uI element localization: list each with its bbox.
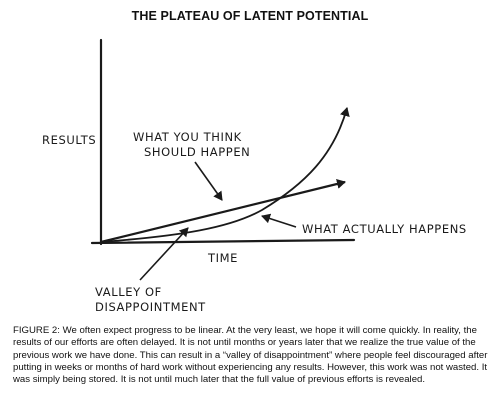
y-axis-label: RESULTS (42, 133, 96, 147)
plateau-diagram: RESULTS TIME WHAT YOU THINK SHOULD HAPPE… (42, 38, 467, 314)
expected-label-line1: WHAT YOU THINK (133, 130, 242, 144)
expected-pointer-arrow (194, 161, 223, 201)
x-axis-label: TIME (207, 251, 238, 265)
expected-progress-line (100, 179, 346, 244)
valley-label-line2: DISAPPOINTMENT (95, 300, 206, 314)
valley-label-line1: VALLEY OF (95, 285, 162, 299)
figure-caption: FIGURE 2: We often expect progress to be… (13, 325, 488, 386)
actual-pointer-arrow (261, 213, 297, 228)
expected-label-line2: SHOULD HAPPEN (144, 145, 250, 159)
actual-label: WHAT ACTUALLY HAPPENS (302, 222, 467, 236)
figure-title: THE PLATEAU OF LATENT POTENTIAL (131, 9, 369, 23)
x-axis (90, 238, 356, 245)
valley-pointer-arrow (139, 227, 189, 281)
actual-progress-curve (100, 107, 350, 243)
